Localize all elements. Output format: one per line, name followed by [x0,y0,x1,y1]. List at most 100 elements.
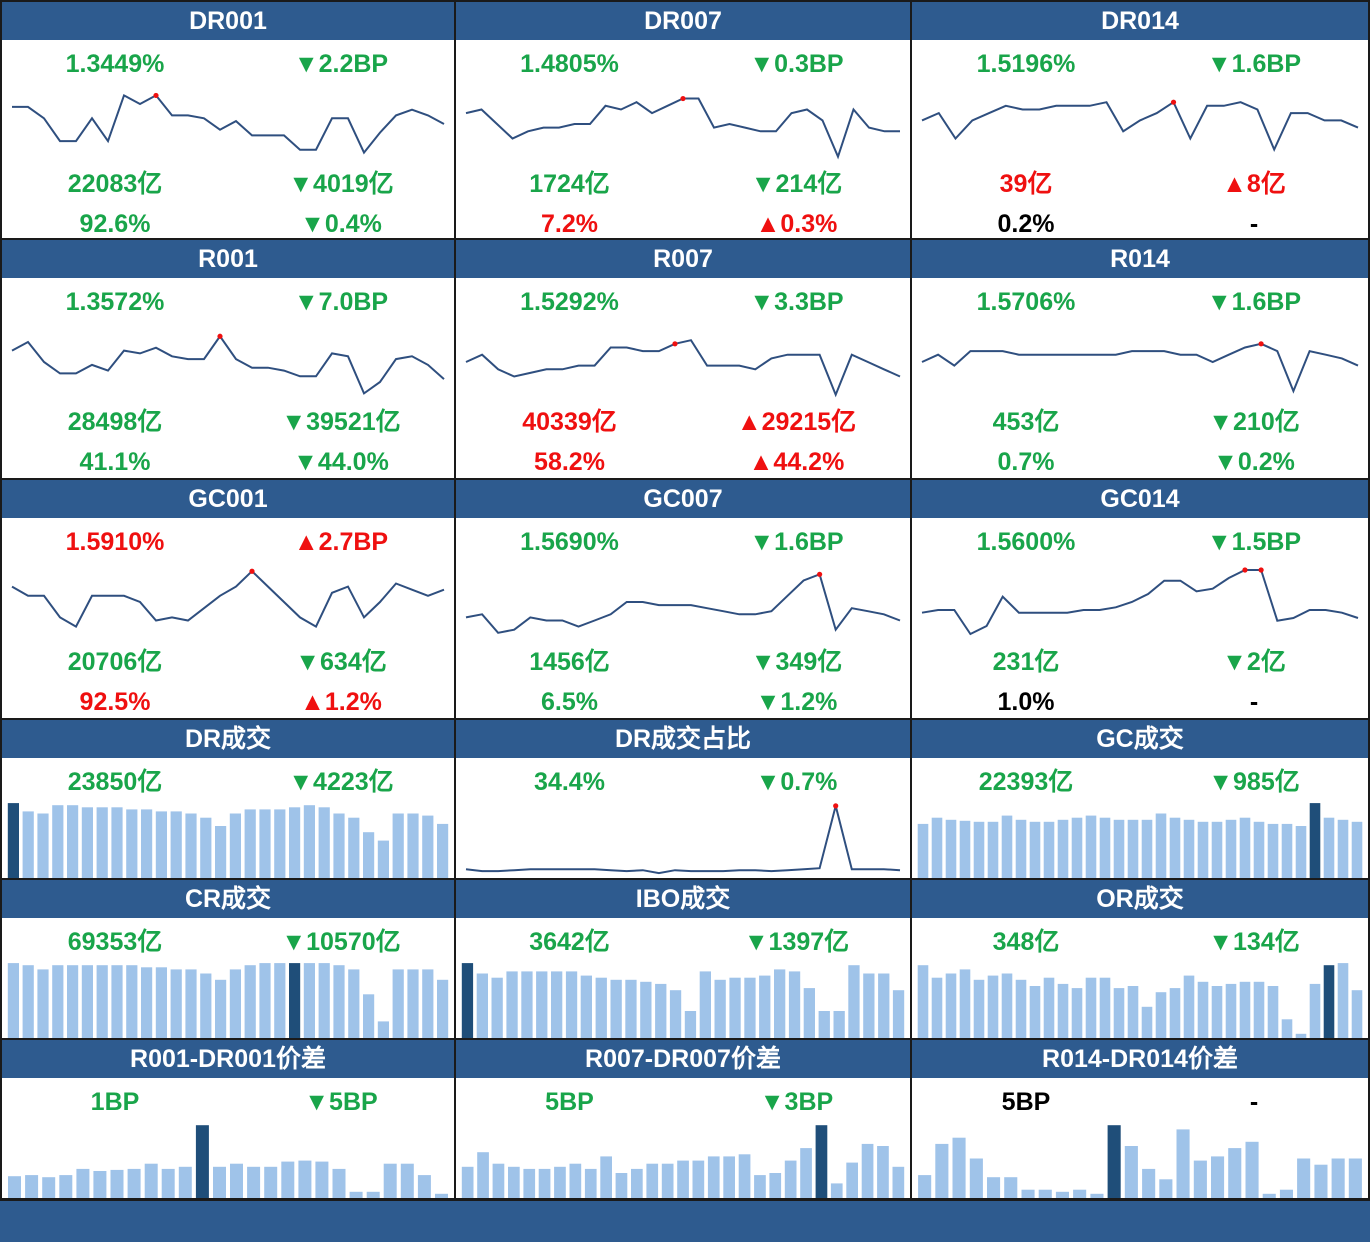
bar [259,809,271,878]
volume-change: ▼634亿 [295,648,387,676]
high-marker [833,803,839,809]
panel-title: DR007 [456,2,910,40]
bar [878,973,890,1038]
bar [1127,986,1139,1038]
share-change: ▼0.4% [300,210,382,238]
bar [417,1175,431,1198]
bar [81,807,93,878]
bar [155,811,167,878]
volume-value: 453亿 [992,408,1060,436]
bar [569,1163,582,1198]
bar [1141,819,1153,878]
bar [646,1163,659,1198]
panel-title: DR014 [912,2,1368,40]
bar [333,965,345,1038]
series-line [465,572,901,634]
bar [861,1143,874,1198]
bar [8,1176,21,1198]
bar [1211,986,1223,1038]
bar [22,965,34,1038]
bar [729,977,741,1038]
bar [141,967,153,1038]
share-value: 92.5% [79,688,151,716]
bar [661,1163,674,1198]
bar [170,969,182,1038]
panel-dr014: DR014 1.5196% ▼1.6BP 39亿 ▲8亿 0.2% - [912,0,1370,240]
bar [1043,977,1055,1038]
bar [7,803,19,878]
bar [1262,1193,1276,1198]
panel-chart [461,963,905,1038]
rate-value: 1.5910% [65,528,165,556]
bar [800,1148,812,1198]
bar [1183,975,1195,1038]
bar [1038,1189,1052,1198]
bar [523,1168,536,1198]
change: ▼10570亿 [281,928,401,956]
bar [610,979,622,1038]
share-change: ▼44.0% [293,448,389,476]
bar [281,1161,295,1198]
bar [754,1175,766,1198]
bar [830,1183,843,1198]
panel-title: DR001 [2,2,454,40]
bar [669,990,682,1038]
value: 22393亿 [978,768,1074,796]
bar [170,811,182,878]
value: 3642亿 [529,928,610,956]
bar [714,979,726,1038]
panel-chart [465,339,901,398]
bar [492,1163,505,1198]
bar [584,1168,597,1198]
share-value: 1.0% [997,688,1055,716]
bar [1155,813,1167,878]
bar [1001,815,1013,878]
bar [877,1146,889,1198]
change: ▼0.7% [755,768,838,796]
value: 348亿 [992,928,1060,956]
bar [723,1156,735,1198]
panel-chart [917,963,1363,1038]
bar [274,963,286,1038]
change: ▼4223亿 [288,768,394,796]
panel-r001: R001 1.3572% ▼7.0BP 28498亿 ▼39521亿 41.1% ▼44.0… [0,240,456,480]
panel-or-vol: OR成交 348亿 ▼134亿 [912,880,1370,1040]
bar [788,971,801,1038]
series-line [921,569,1359,636]
bar [52,805,64,878]
panel-ibo-vol: IBO成交 3642亿 ▼1397亿 [456,880,912,1040]
bar [1021,1189,1035,1198]
bar [580,975,592,1038]
share-change: - [1249,688,1259,716]
bar [818,1011,830,1038]
bar [366,1191,380,1198]
bar [461,1166,474,1198]
bar [1295,826,1307,878]
bar [1197,821,1209,878]
volume-change: ▲29215亿 [736,408,857,436]
bar [348,969,360,1038]
bar [1141,1006,1153,1038]
share-change: - [1249,210,1259,238]
change: - [1249,1088,1259,1116]
panel-chart [465,803,901,875]
bar [59,1175,73,1198]
high-marker [249,568,255,574]
panel-title: GC001 [2,480,454,518]
panel-chart [465,95,900,160]
bar [407,969,419,1038]
bar [332,1168,346,1198]
bar [1337,963,1349,1038]
bar [200,973,212,1038]
bar [1239,817,1251,878]
bar [1183,819,1195,878]
panel-spread-7: R007-DR007价差 5BP ▼3BP [456,1040,912,1200]
bar [1015,819,1027,878]
share-value: 58.2% [534,448,605,476]
bar [744,977,756,1038]
bar [1004,1177,1018,1198]
bar [1113,819,1125,878]
bar [110,1169,124,1198]
rate-value: 1.5600% [976,528,1076,556]
bar [1228,1148,1242,1198]
